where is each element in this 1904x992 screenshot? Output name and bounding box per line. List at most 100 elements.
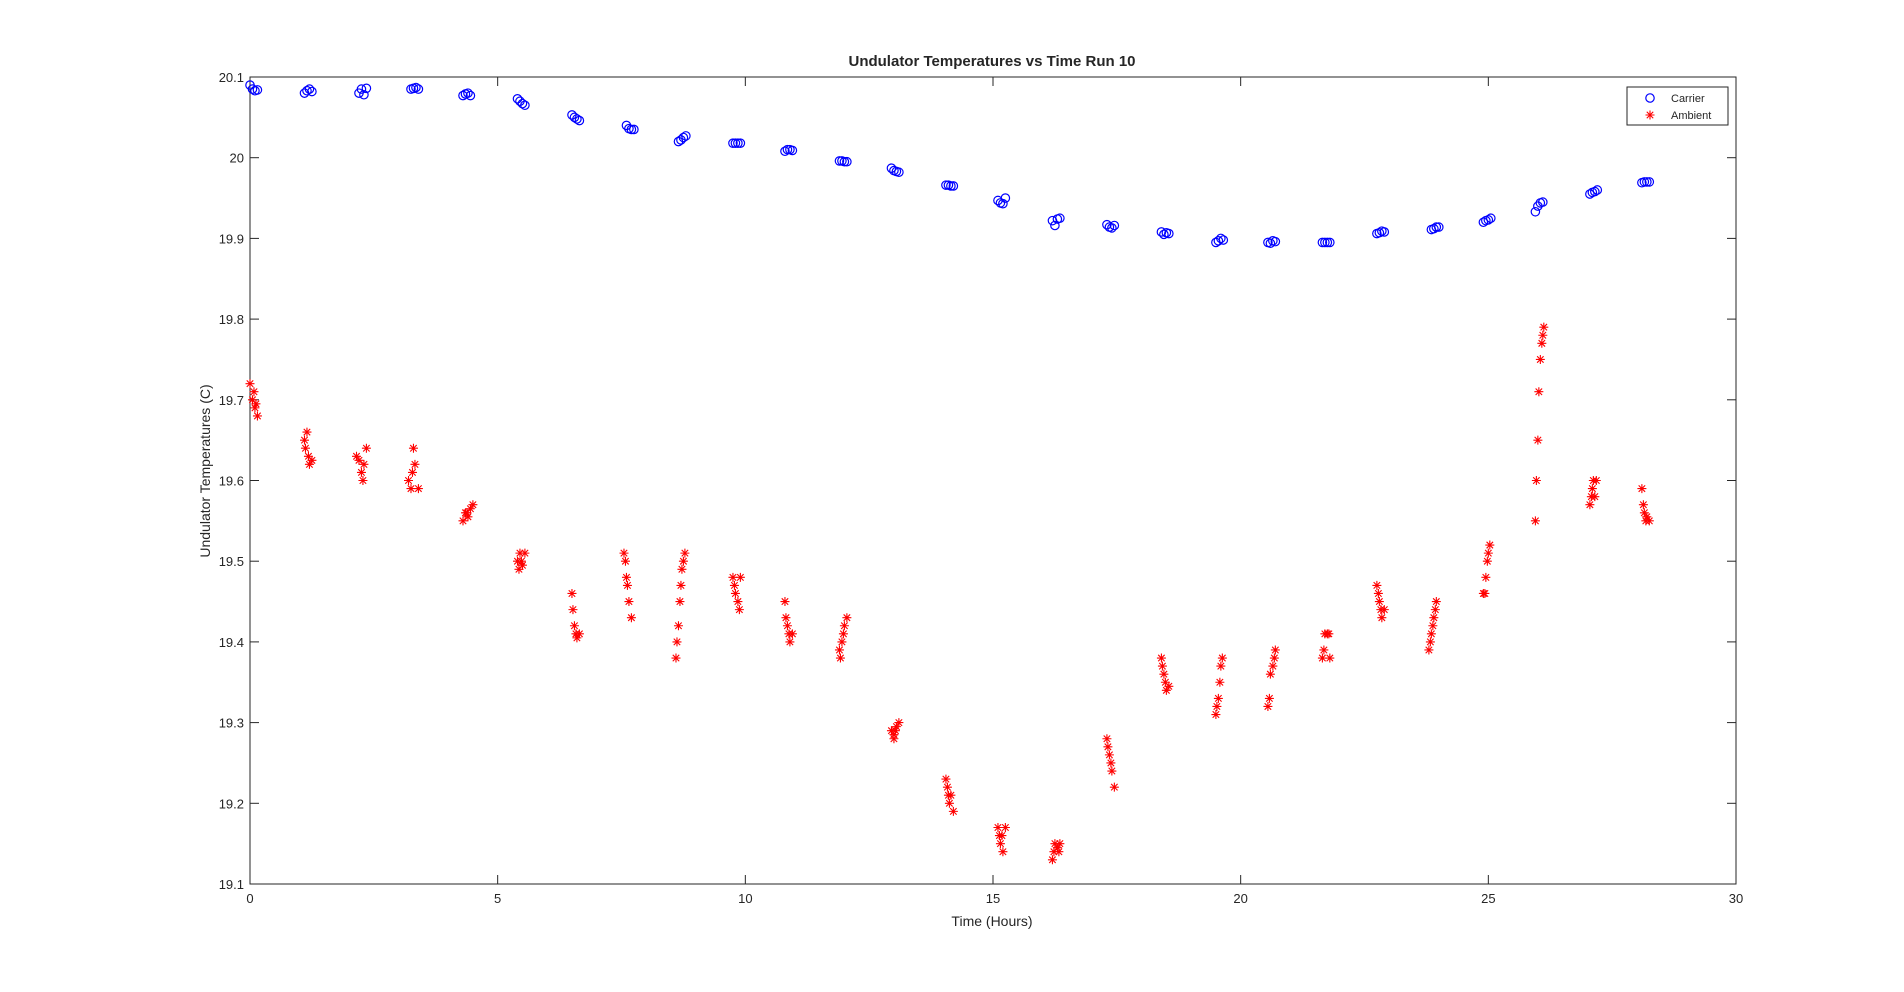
data-point-carrier — [1109, 220, 1120, 231]
data-point-carrier — [886, 163, 897, 173]
data-point-carrier — [1434, 222, 1444, 232]
data-point-carrier — [629, 124, 639, 135]
data-point-ambient — [462, 508, 472, 518]
data-point-ambient — [1156, 653, 1166, 663]
data-point-carrier — [1216, 233, 1226, 244]
y-axis-label: Undulator Temperatures (C) — [197, 384, 213, 557]
data-point-ambient — [408, 443, 418, 453]
data-point-carrier — [1379, 227, 1390, 237]
data-point-ambient — [465, 504, 475, 514]
data-point-carrier — [517, 98, 528, 109]
data-point-ambient — [304, 459, 314, 469]
data-point-ambient — [1637, 484, 1647, 494]
data-point-carrier — [1102, 219, 1112, 230]
y-tick-label: 19.7 — [219, 393, 244, 408]
data-point-ambient — [730, 588, 740, 598]
data-point-ambient — [515, 548, 525, 558]
data-point-ambient — [252, 411, 262, 421]
data-point-ambient — [622, 580, 632, 590]
data-point-carrier — [1642, 177, 1652, 187]
data-point-carrier — [1213, 236, 1224, 246]
data-point-carrier — [787, 145, 798, 156]
data-point-ambient — [468, 500, 478, 510]
data-point-carrier — [780, 146, 790, 157]
data-point-ambient — [1103, 742, 1113, 752]
data-point-ambient — [1425, 637, 1435, 647]
data-point-ambient — [1317, 653, 1327, 663]
data-point-ambient — [517, 560, 527, 570]
data-point-ambient — [303, 451, 313, 461]
data-point-ambient — [1591, 476, 1601, 485]
data-point-carrier — [356, 84, 367, 94]
data-point-carrier — [1320, 237, 1330, 248]
data-point-ambient — [678, 556, 688, 566]
data-point-ambient — [842, 613, 852, 623]
data-point-carrier — [569, 112, 580, 123]
data-point-carrier — [1156, 227, 1167, 237]
data-point-ambient — [675, 597, 685, 607]
data-point-ambient — [1480, 588, 1490, 598]
y-tick-label: 20.1 — [219, 70, 244, 85]
chart-title: Undulator Temperatures vs Time Run 10 — [848, 53, 1135, 70]
data-point-ambient — [572, 633, 582, 643]
data-point-ambient — [413, 484, 423, 494]
data-point-ambient — [568, 605, 578, 615]
data-point-carrier — [574, 115, 585, 126]
data-point-ambient — [300, 443, 310, 453]
data-point-ambient — [1482, 556, 1492, 566]
data-point-carrier — [733, 138, 743, 148]
y-tick-label: 19.4 — [219, 635, 244, 650]
data-point-carrier — [728, 138, 738, 148]
data-point-ambient — [1106, 758, 1116, 768]
data-point-ambient — [567, 588, 577, 598]
x-tick-label: 0 — [246, 891, 253, 906]
data-point-carrier — [941, 180, 951, 190]
data-point-ambient — [1373, 588, 1383, 598]
data-point-ambient — [941, 774, 951, 784]
data-point-ambient — [1481, 572, 1491, 582]
data-point-ambient — [354, 455, 364, 465]
data-point-ambient — [1055, 839, 1065, 849]
data-point-carrier — [1592, 185, 1603, 195]
data-point-ambient — [1161, 685, 1171, 695]
data-point-ambient — [1213, 693, 1223, 703]
data-point-ambient — [1535, 354, 1545, 364]
data-point-carrier — [411, 82, 421, 93]
data-point-carrier — [458, 90, 468, 101]
y-tick-label: 19.2 — [219, 796, 244, 811]
data-point-ambient — [889, 730, 899, 740]
data-point-carrier — [681, 131, 691, 141]
data-point-ambient — [458, 516, 468, 526]
y-tick-label: 19.8 — [219, 312, 244, 327]
data-point-carrier — [1159, 229, 1169, 240]
data-point-carrier — [1478, 217, 1489, 228]
data-point-ambient — [359, 459, 369, 469]
data-point-ambient — [671, 653, 681, 663]
y-tick-label: 20 — [230, 151, 244, 166]
data-point-ambient — [837, 637, 847, 647]
data-point-ambient — [1325, 653, 1335, 663]
data-point-ambient — [1157, 661, 1167, 671]
data-point-ambient — [835, 653, 845, 663]
data-point-ambient — [993, 823, 1003, 833]
data-point-carrier — [1050, 220, 1060, 231]
x-tick-label: 30 — [1729, 891, 1743, 906]
data-point-ambient — [1379, 605, 1389, 615]
data-point-carrier — [1055, 213, 1065, 224]
data-point-ambient — [1159, 669, 1169, 679]
data-point-ambient — [1211, 710, 1221, 720]
data-point-ambient — [998, 847, 1008, 857]
data-point-ambient — [834, 645, 844, 655]
data-point-ambient — [894, 718, 904, 728]
data-point-carrier — [839, 156, 850, 167]
data-point-carrier — [894, 167, 904, 178]
data-point-carrier — [1000, 193, 1011, 203]
data-point-carrier — [1374, 227, 1385, 238]
legend-label-ambient: Ambient — [1671, 110, 1711, 122]
data-point-ambient — [1052, 843, 1062, 853]
data-point-carrier — [413, 84, 424, 94]
data-point-ambient — [1212, 701, 1222, 711]
data-point-ambient — [780, 597, 790, 607]
data-point-ambient — [735, 572, 745, 582]
